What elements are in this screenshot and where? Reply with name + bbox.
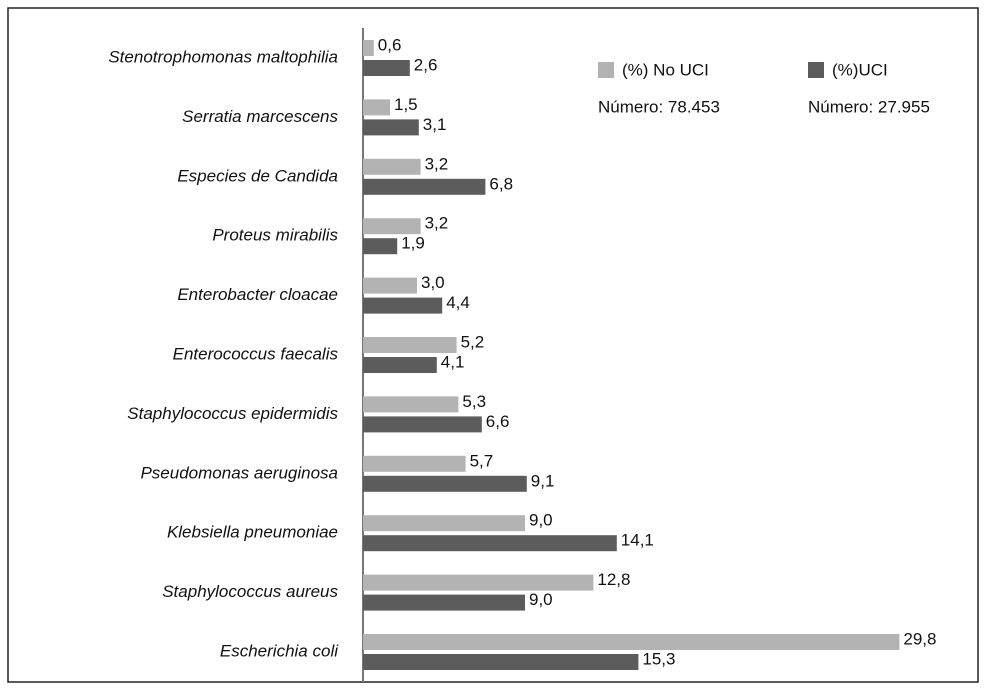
bar (363, 574, 594, 591)
bar (363, 654, 639, 670)
bar (363, 475, 527, 492)
bar (363, 178, 486, 195)
bar (363, 416, 482, 433)
category-label: Enterobacter cloacae (177, 285, 338, 304)
bar (363, 99, 390, 116)
category-label: Proteus mirabilis (212, 226, 338, 245)
value-label: 4,4 (446, 293, 470, 312)
bar (363, 158, 421, 175)
legend-swatch (808, 62, 824, 78)
bar (363, 60, 410, 76)
value-label: 3,2 (425, 214, 449, 233)
category-label: Enterococcus faecalis (173, 344, 339, 363)
value-label: 3,0 (421, 273, 445, 292)
bar (363, 396, 459, 413)
bar (363, 238, 398, 255)
bar (363, 218, 421, 235)
bar (363, 297, 443, 314)
value-label: 9,0 (529, 590, 553, 609)
value-label: 3,2 (425, 154, 449, 173)
value-label: 2,6 (414, 55, 438, 74)
value-label: 6,8 (489, 174, 513, 193)
value-label: 12,8 (597, 570, 630, 589)
bar (363, 357, 437, 373)
legend-swatch (598, 62, 614, 78)
value-label: 3,1 (423, 115, 447, 134)
value-label: 15,3 (642, 649, 675, 668)
category-label: Escherichia coli (220, 641, 339, 660)
value-label: 1,9 (401, 234, 425, 253)
bar (363, 40, 374, 56)
value-label: 9,1 (531, 471, 555, 490)
bar (363, 455, 466, 472)
bar (363, 535, 617, 552)
annotation: Número: 27.955 (808, 97, 930, 116)
value-label: 5,2 (461, 332, 485, 351)
legend-label: (%) No UCI (622, 60, 709, 79)
annotation: Número: 78.453 (598, 97, 720, 116)
bar (363, 119, 419, 136)
value-label: 1,5 (394, 95, 418, 114)
bar (363, 337, 457, 353)
value-label: 4,1 (441, 352, 465, 371)
bar (363, 515, 525, 532)
value-label: 14,1 (621, 531, 654, 550)
category-label: Staphylococcus epidermidis (127, 404, 338, 423)
value-label: 5,7 (470, 451, 494, 470)
category-label: Staphylococcus aureus (162, 582, 338, 601)
category-label: Stenotrophomonas maltophilia (108, 47, 338, 66)
value-label: 9,0 (529, 511, 553, 530)
category-label: Serratia marcescens (182, 107, 338, 126)
category-label: Especies de Candida (177, 166, 338, 185)
value-label: 0,6 (378, 35, 402, 54)
bar (363, 277, 417, 294)
category-label: Pseudomonas aeruginosa (140, 463, 338, 482)
legend-label: (%)UCI (832, 60, 888, 79)
frame (7, 7, 979, 683)
value-label: 5,3 (462, 392, 486, 411)
bar (363, 594, 525, 611)
value-label: 29,8 (903, 629, 936, 648)
value-label: 6,6 (486, 412, 510, 431)
bar (363, 634, 900, 650)
category-label: Klebsiella pneumoniae (167, 523, 338, 542)
